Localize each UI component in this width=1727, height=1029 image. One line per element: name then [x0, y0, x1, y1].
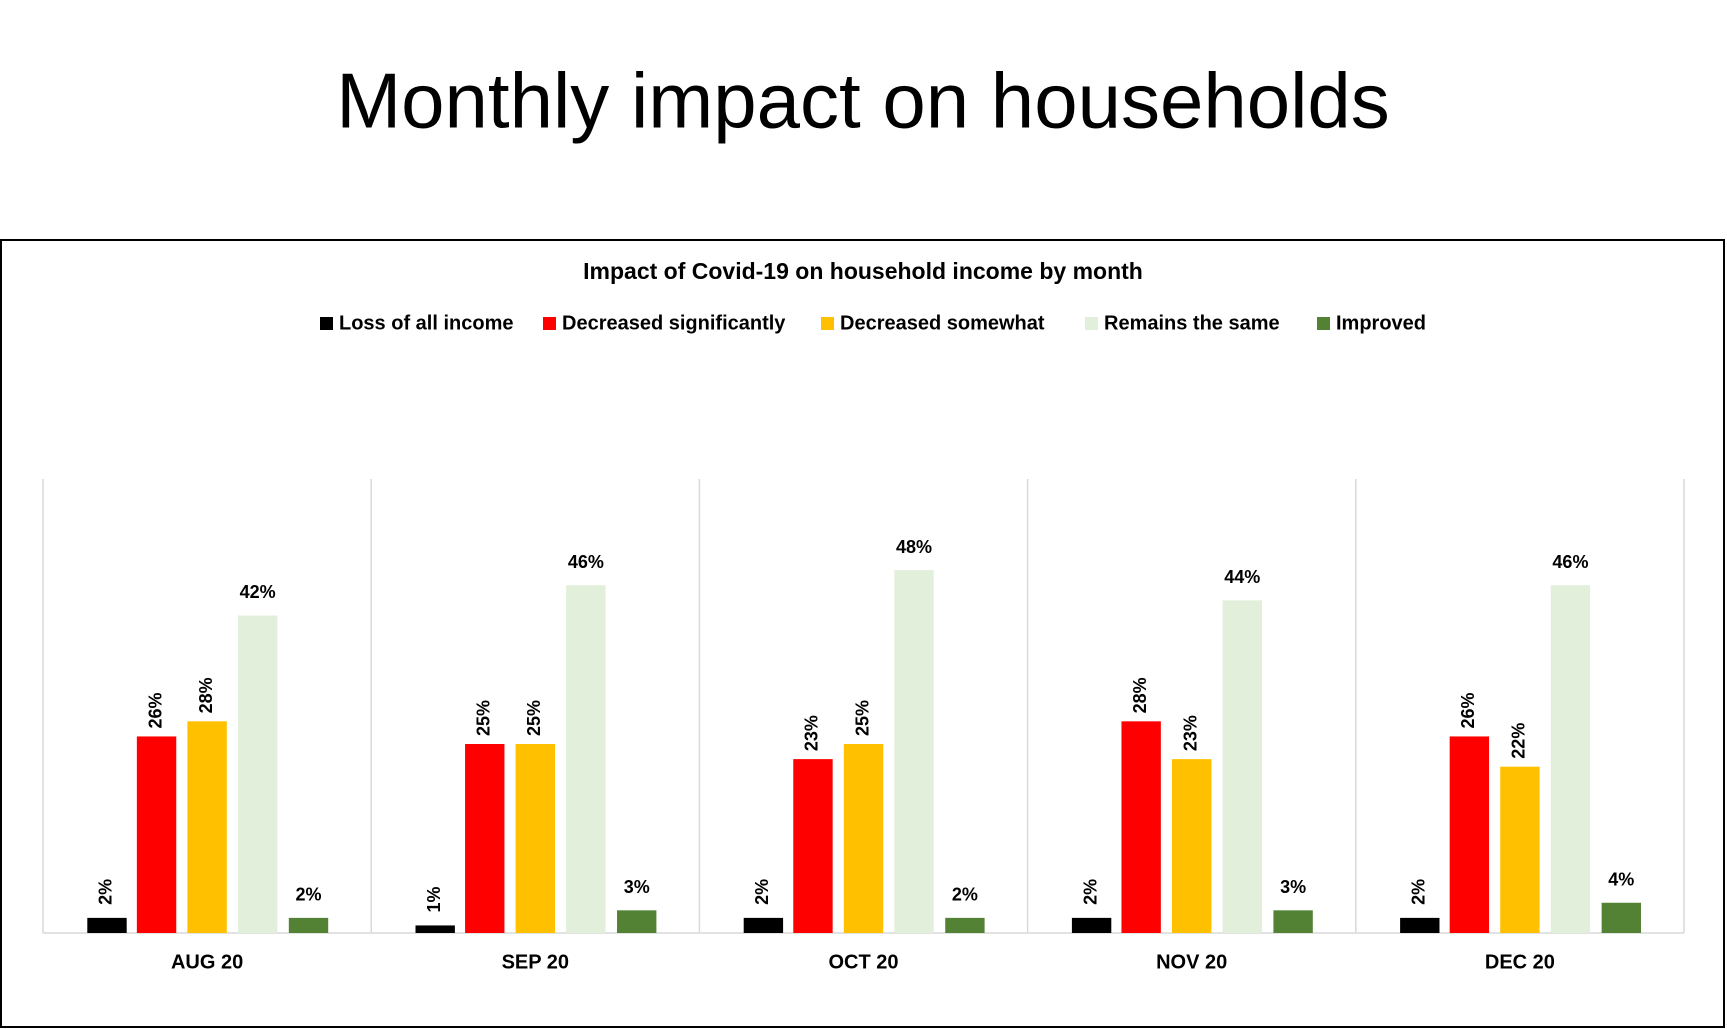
data-label: 3%: [1280, 877, 1306, 897]
data-label: 46%: [568, 552, 604, 572]
bar: [1121, 721, 1161, 933]
bar: [743, 917, 784, 933]
bar: [1601, 902, 1642, 933]
bar: [415, 925, 455, 933]
bar: [566, 585, 606, 933]
bar: [894, 570, 934, 933]
bar: [465, 744, 505, 933]
bar: [1273, 910, 1313, 933]
legend-marker: [1085, 317, 1098, 330]
data-label: 42%: [240, 582, 276, 602]
legend-label: Remains the same: [1104, 312, 1280, 334]
chart-title: Impact of Covid-19 on household income b…: [583, 258, 1143, 284]
bar: [515, 744, 555, 933]
data-label: 2%: [296, 885, 322, 905]
bar: [843, 744, 884, 933]
page-title: Monthly impact on households: [336, 57, 1390, 145]
data-label: 23%: [802, 715, 822, 751]
data-label: 48%: [896, 537, 932, 557]
bar: [288, 917, 329, 933]
data-label: 1%: [424, 886, 444, 912]
data-label: 2%: [96, 879, 116, 905]
data-label: 4%: [1608, 870, 1634, 890]
bar: [187, 721, 227, 933]
data-label: 2%: [752, 879, 772, 905]
bar: [136, 736, 177, 933]
x-tick-label: DEC 20: [1485, 951, 1555, 973]
data-label: 26%: [145, 692, 165, 728]
legend-marker: [320, 317, 333, 330]
data-label: 26%: [1458, 692, 1478, 728]
data-label: 46%: [1552, 552, 1588, 572]
data-label: 25%: [524, 700, 544, 736]
data-label: 3%: [624, 877, 650, 897]
legend-label: Improved: [1336, 312, 1426, 334]
data-label: 2%: [952, 885, 978, 905]
legend-marker: [543, 317, 556, 330]
data-label: 23%: [1180, 715, 1200, 751]
bar: [1071, 917, 1112, 933]
data-label: 22%: [1509, 723, 1529, 759]
legend-label: Loss of all income: [339, 312, 513, 334]
bar: [945, 917, 985, 933]
bar: [1449, 736, 1490, 933]
data-label: 28%: [196, 677, 216, 713]
x-tick-label: AUG 20: [171, 951, 243, 973]
x-tick-label: OCT 20: [828, 951, 898, 973]
bar: [617, 910, 657, 933]
bar: [1500, 766, 1540, 933]
x-tick-label: NOV 20: [1156, 951, 1227, 973]
bar: [793, 759, 833, 933]
legend-label: Decreased somewhat: [840, 312, 1045, 334]
data-label: 25%: [852, 700, 872, 736]
bar: [1550, 585, 1591, 933]
data-label: 28%: [1130, 677, 1150, 713]
x-tick-label: SEP 20: [502, 951, 569, 973]
bar: [87, 917, 127, 933]
legend-marker: [821, 317, 834, 330]
data-label: 25%: [474, 700, 494, 736]
legend-marker: [1317, 317, 1330, 330]
data-label: 2%: [1080, 879, 1100, 905]
data-label: 2%: [1409, 879, 1429, 905]
bar: [1400, 917, 1440, 933]
bar: [1172, 759, 1212, 933]
legend-label: Decreased significantly: [562, 312, 786, 334]
data-label: 44%: [1224, 567, 1260, 587]
bar: [237, 615, 278, 933]
bar: [1222, 600, 1262, 933]
